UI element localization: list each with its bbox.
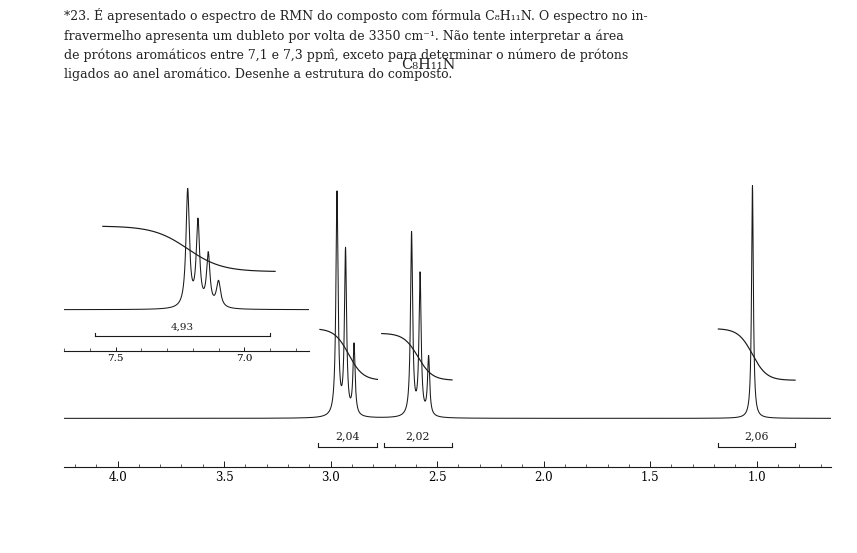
- Text: 4,93: 4,93: [171, 322, 194, 332]
- Text: C₈H₁₁N: C₈H₁₁N: [401, 58, 456, 72]
- Text: 2,02: 2,02: [405, 432, 430, 442]
- Text: 2,04: 2,04: [335, 432, 360, 442]
- Text: 2,06: 2,06: [745, 432, 769, 442]
- Text: *23. É apresentado o espectro de RMN do composto com fórmula C₈H₁₁N. O espectro : *23. É apresentado o espectro de RMN do …: [64, 8, 648, 81]
